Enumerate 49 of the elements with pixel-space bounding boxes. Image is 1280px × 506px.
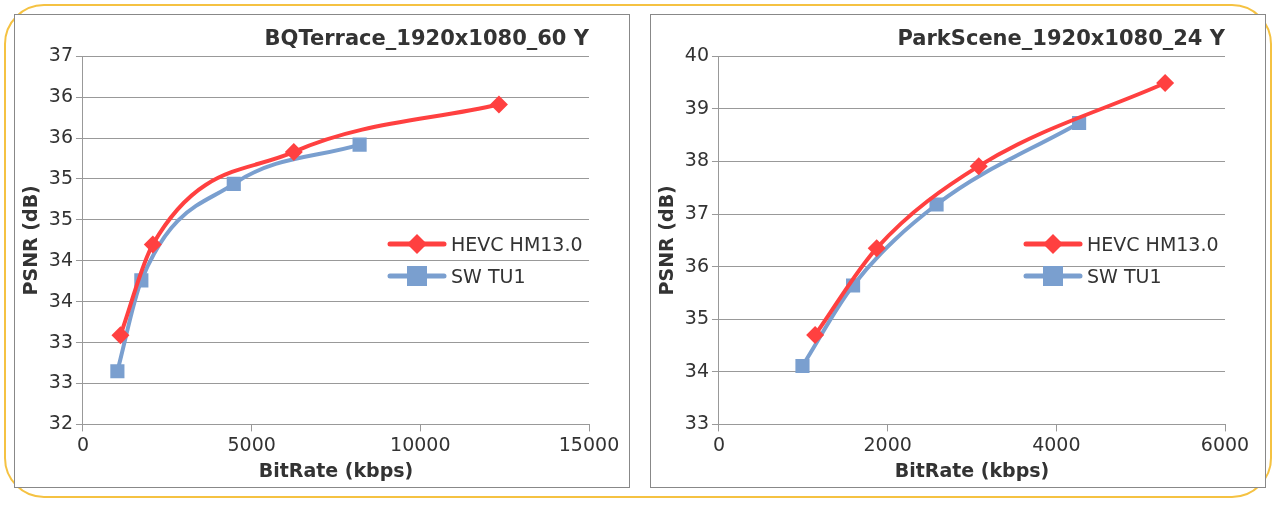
y-tick-label: 39 — [684, 95, 709, 118]
y-tick-label: 37 — [48, 43, 73, 66]
point — [929, 197, 944, 212]
y-tick-label: 36 — [48, 84, 73, 107]
y-tick-label: 34 — [684, 358, 709, 381]
y-tick-label: 34 — [48, 288, 73, 311]
y-tick-label: 33 — [684, 411, 709, 434]
y-tick-label: 37 — [684, 200, 709, 223]
x-tick-label: 4000 — [1032, 432, 1081, 455]
point — [867, 239, 886, 258]
point — [352, 137, 367, 152]
point — [489, 95, 508, 114]
x-tick-label: 0 — [76, 432, 90, 455]
y-tick-label: 36 — [684, 253, 709, 276]
y-axis-title: PSNR (dB) — [19, 185, 42, 296]
legend-label: HEVC HM13.0 — [1087, 233, 1219, 256]
x-tick-label: 6000 — [1200, 432, 1250, 455]
legend-label: SW TU1 — [451, 265, 526, 288]
legend-label: HEVC HM13.0 — [451, 233, 583, 256]
y-tick-label: 35 — [48, 206, 73, 229]
x-tick-label: 5000 — [227, 432, 276, 455]
point — [969, 157, 988, 176]
y-tick-label: 35 — [48, 165, 73, 188]
legend-label: SW TU1 — [1087, 265, 1162, 288]
x-tick-label: 2000 — [863, 432, 912, 455]
y-axis-title: PSNR (dB) — [655, 185, 678, 296]
chart-title: ParkScene_1920x1080_24 Y — [897, 26, 1226, 51]
point — [806, 325, 825, 344]
x-tick-label: 0 — [712, 432, 726, 455]
y-tick-label: 38 — [684, 148, 709, 171]
point — [111, 326, 130, 345]
chart-title: BQTerrace_1920x1080_60 Y — [264, 26, 590, 51]
x-axis-title: BitRate (kbps) — [894, 458, 1050, 481]
x-axis-title: BitRate (kbps) — [258, 458, 414, 481]
point — [795, 358, 810, 374]
point — [1156, 74, 1175, 93]
x-tick-label: 15000 — [558, 432, 620, 455]
point — [143, 235, 162, 254]
y-tick-label: 36 — [48, 124, 73, 147]
point — [284, 142, 303, 161]
point — [110, 364, 125, 379]
y-tick-label: 40 — [684, 43, 709, 66]
y-tick-label: 35 — [684, 306, 709, 329]
x-tick-label: 10000 — [390, 432, 451, 455]
y-tick-label: 33 — [48, 370, 73, 393]
point — [226, 176, 241, 191]
y-tick-label: 34 — [48, 247, 73, 270]
y-tick-label: 32 — [48, 411, 73, 434]
y-tick-label: 33 — [48, 329, 73, 352]
